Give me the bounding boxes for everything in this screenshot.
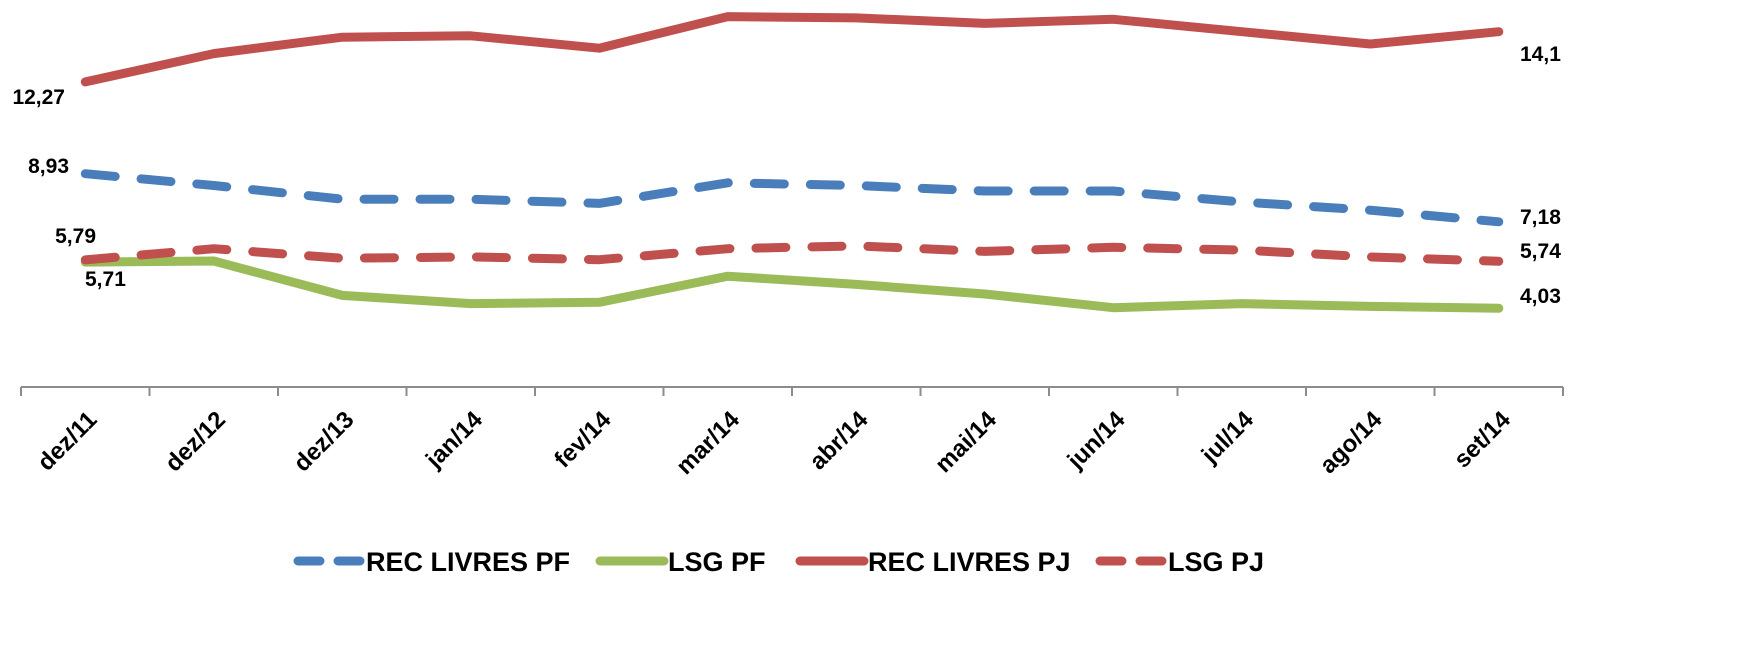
data-label-last: 7,18 (1520, 206, 1561, 229)
x-tick-label: mai/14 (930, 406, 1002, 478)
x-tick-label: dez/12 (160, 406, 231, 477)
x-tick-label: dez/13 (289, 406, 360, 477)
data-label-first: 12,27 (12, 86, 65, 109)
legend: REC LIVRES PF LSG PF REC LIVRES PJ LSG PJ (293, 547, 1264, 577)
data-label-last: 5,74 (1520, 240, 1561, 263)
data-labels: 8,93 7,18 5,71 4,03 12,27 14,1 5,79 5,74 (12, 43, 1561, 308)
x-axis-ticks (20, 387, 1564, 396)
data-label-last: 14,1 (1520, 43, 1561, 66)
x-tick-label: jan/14 (420, 406, 488, 474)
data-label-first: 5,79 (55, 225, 96, 248)
legend-label-rec-livres-pf: REC LIVRES PF (366, 547, 570, 577)
x-axis-tick-labels: dez/11 dez/12 dez/13 jan/14 fev/14 mar/14 abr/… (32, 406, 1516, 480)
data-label-first: 5,71 (85, 268, 126, 291)
x-tick-label: mar/14 (671, 406, 745, 480)
series-line-lsg-pj (80, 241, 1504, 266)
series-line-rec-livres-pf (80, 169, 1504, 227)
x-tick-label: fev/14 (549, 406, 617, 474)
x-tick-label: jun/14 (1062, 406, 1131, 475)
legend-label-lsg-pj: LSG PJ (1168, 547, 1264, 577)
legend-label-lsg-pf: LSG PF (668, 547, 766, 577)
x-tick-label: dez/11 (32, 406, 102, 476)
x-tick-label: jul/14 (1196, 406, 1260, 470)
x-tick-label: abr/14 (804, 406, 874, 476)
series-line-rec-livres-pj (80, 12, 1504, 87)
series-line-lsg-pf (80, 256, 1504, 313)
series-lines (80, 12, 1504, 313)
legend-label-rec-livres-pj: REC LIVRES PJ (868, 547, 1071, 577)
data-label-first: 8,93 (28, 155, 69, 178)
x-tick-label: set/14 (1449, 406, 1517, 474)
data-label-last: 4,03 (1520, 285, 1561, 308)
x-tick-label: ago/14 (1315, 406, 1388, 479)
